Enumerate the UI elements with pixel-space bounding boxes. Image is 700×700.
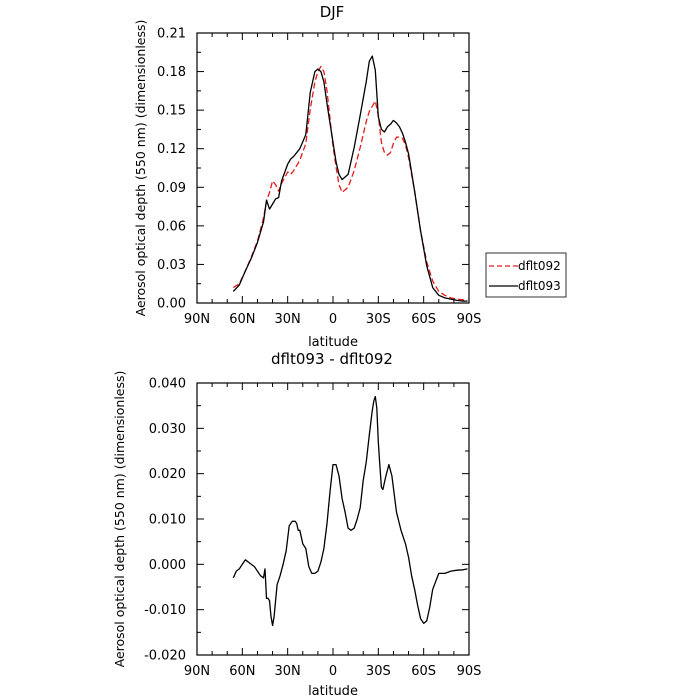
x-tick-label: 60N <box>229 312 255 327</box>
legend-label-dflt093: dflt093 <box>518 279 561 293</box>
y-tick-label: 0.030 <box>149 422 186 437</box>
y-axis-label: Aerosol optical depth (550 nm) (dimensio… <box>133 20 148 317</box>
legend: dflt092 dflt093 <box>485 252 567 298</box>
x-tick-label: 30S <box>366 664 391 679</box>
x-tick-label: 30S <box>366 312 391 327</box>
series-line-dflt092 <box>232 65 468 302</box>
x-tick-label: 60S <box>411 312 436 327</box>
x-axis-label: latitude <box>308 684 358 699</box>
y-tick-label: 0.040 <box>149 377 186 392</box>
legend-label-dflt092: dflt092 <box>518 259 561 273</box>
x-tick-label: 90S <box>457 664 482 679</box>
panel-bottom: dflt093 - dflt092 90N 60N 30N 0 30S 60S 90S -0.… <box>112 350 481 699</box>
series-line-dflt093 <box>232 55 468 302</box>
ticks-layer: 90N 60N 30N 0 30S 60S 90S 0.00 0.03 0.06 0.09 0.12 0… <box>157 27 481 328</box>
y-tick-label: 0.21 <box>157 27 186 42</box>
x-tick-label: 90N <box>184 312 210 327</box>
x-tick-label: 90S <box>457 312 482 327</box>
x-tick-label: 90N <box>184 664 210 679</box>
ticks-layer: 90N 60N 30N 0 30S 60S 90S -0.020 -0.010 0.000 0.01… <box>144 377 481 680</box>
series-layer <box>232 395 468 627</box>
x-tick-label: 30N <box>275 664 301 679</box>
x-tick-label: 0 <box>329 664 337 679</box>
y-tick-label: 0.010 <box>149 513 186 528</box>
y-tick-label: 0.00 <box>157 297 186 312</box>
plot-frame <box>196 32 470 304</box>
y-tick-label: 0.09 <box>157 181 186 196</box>
chart-title: dflt093 - dflt092 <box>271 350 393 368</box>
y-tick-label: 0.18 <box>157 65 186 80</box>
x-axis-label: latitude <box>308 335 358 350</box>
legend-box <box>485 252 567 298</box>
y-tick-label: -0.010 <box>144 603 186 618</box>
y-tick-label: 0.15 <box>157 104 186 119</box>
y-tick-label: -0.020 <box>144 649 186 664</box>
y-tick-label: 0.06 <box>157 219 186 234</box>
y-tick-label: 0.000 <box>149 558 186 573</box>
x-tick-label: 0 <box>329 312 337 327</box>
y-tick-label: 0.020 <box>149 467 186 482</box>
series-line-series-0 <box>232 395 468 627</box>
series-layer <box>232 55 468 302</box>
x-tick-label: 60S <box>411 664 436 679</box>
panel-top: DJF 90N 60N 30N 0 30S 60S 90S 0.00 0.03 0.06 0.09 0… <box>133 3 481 350</box>
chart-title: DJF <box>320 3 345 21</box>
y-tick-label: 0.12 <box>157 142 186 157</box>
y-axis-label: Aerosol optical depth (550 nm) (dimensio… <box>112 371 127 668</box>
x-tick-label: 30N <box>275 312 301 327</box>
x-tick-label: 60N <box>229 664 255 679</box>
y-tick-label: 0.03 <box>157 258 186 273</box>
